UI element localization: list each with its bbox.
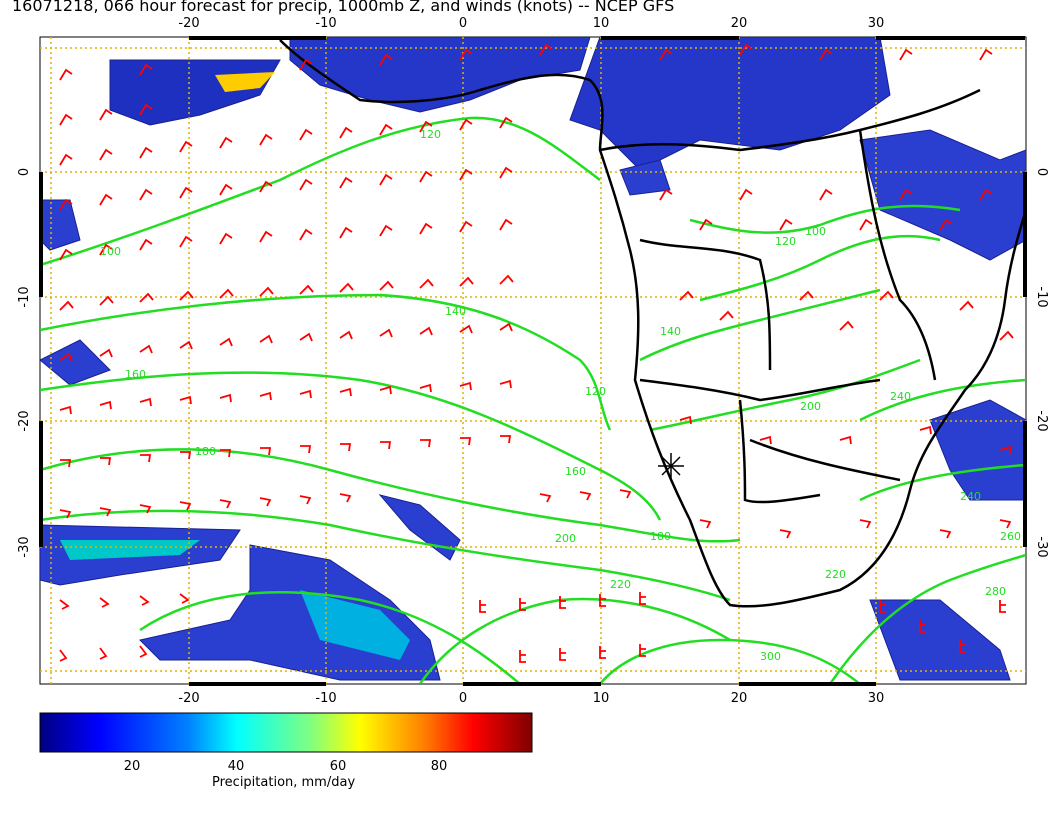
contour-label: 180 xyxy=(195,445,216,458)
contour-label: 280 xyxy=(985,585,1006,598)
bottom-lon-labels: -20 -10 0 10 20 30 xyxy=(178,691,884,706)
lon-tick-bottom: 10 xyxy=(593,691,610,706)
lat-tick-right: 0 xyxy=(1034,168,1049,176)
map-title: 16071218, 066 hour forecast for precip, … xyxy=(12,0,675,15)
colorbar xyxy=(39,712,533,753)
contour-label: 100 xyxy=(100,245,121,258)
lon-tick-top: 30 xyxy=(868,16,885,31)
colorbar-tick: 20 xyxy=(123,759,141,774)
colorbar-label: Precipitation, mm/day xyxy=(212,775,356,790)
contour-label: 200 xyxy=(800,400,821,413)
lon-tick-bottom: 30 xyxy=(868,691,885,706)
lon-tick-top: -20 xyxy=(178,16,199,31)
lon-tick-top: 20 xyxy=(731,16,748,31)
lon-tick-bottom: 0 xyxy=(459,691,467,706)
left-lat-labels: 0 -10 -20 -30 xyxy=(17,168,32,558)
contour-label: 240 xyxy=(890,390,911,403)
contour-label: 140 xyxy=(660,325,681,338)
contour-label: 100 xyxy=(805,225,826,238)
contour-label: 140 xyxy=(445,305,466,318)
lat-tick-right: -30 xyxy=(1034,536,1049,557)
contour-label: 240 xyxy=(960,490,981,503)
precip-areas xyxy=(40,37,1026,681)
contour-label: 160 xyxy=(565,465,586,478)
contour-labels: 100 120 140 160 180 200 220 240 260 280 … xyxy=(100,128,1021,663)
contour-label: 220 xyxy=(610,578,631,591)
station-marker xyxy=(658,453,684,479)
top-lon-labels: -20 -10 0 10 20 30 xyxy=(178,16,884,31)
contour-label: 300 xyxy=(760,650,781,663)
colorbar-tick: 80 xyxy=(430,759,448,774)
lat-tick-left: -20 xyxy=(17,410,32,431)
wind-barbs xyxy=(59,43,1014,663)
lon-tick-top: -10 xyxy=(315,16,336,31)
contour-label: 200 xyxy=(555,532,576,545)
axis-bars xyxy=(39,36,1027,686)
lon-tick-bottom: 20 xyxy=(731,691,748,706)
colorbar-tick: 60 xyxy=(329,759,347,774)
lat-tick-left: -10 xyxy=(17,286,32,307)
graticule xyxy=(40,37,1026,684)
lat-tick-left: 0 xyxy=(17,168,32,176)
contour-label: 120 xyxy=(775,235,796,248)
contour-label: 160 xyxy=(125,368,146,381)
lon-tick-top: 0 xyxy=(459,16,467,31)
lon-tick-bottom: -10 xyxy=(315,691,336,706)
lat-tick-left: -30 xyxy=(17,536,32,557)
contour-label: 180 xyxy=(650,530,671,543)
contour-label: 220 xyxy=(825,568,846,581)
contour-label: 120 xyxy=(420,128,441,141)
lat-tick-right: -20 xyxy=(1034,410,1049,431)
coastlines xyxy=(279,39,1026,608)
lat-tick-right: -10 xyxy=(1034,286,1049,307)
lon-tick-bottom: -20 xyxy=(178,691,199,706)
contour-label: 260 xyxy=(1000,530,1021,543)
z-contours xyxy=(40,116,1026,684)
contour-label: 120 xyxy=(585,385,606,398)
colorbar-tick: 40 xyxy=(227,759,245,774)
lon-tick-top: 10 xyxy=(593,16,610,31)
right-lat-labels: 0 -10 -20 -30 xyxy=(1034,168,1049,558)
